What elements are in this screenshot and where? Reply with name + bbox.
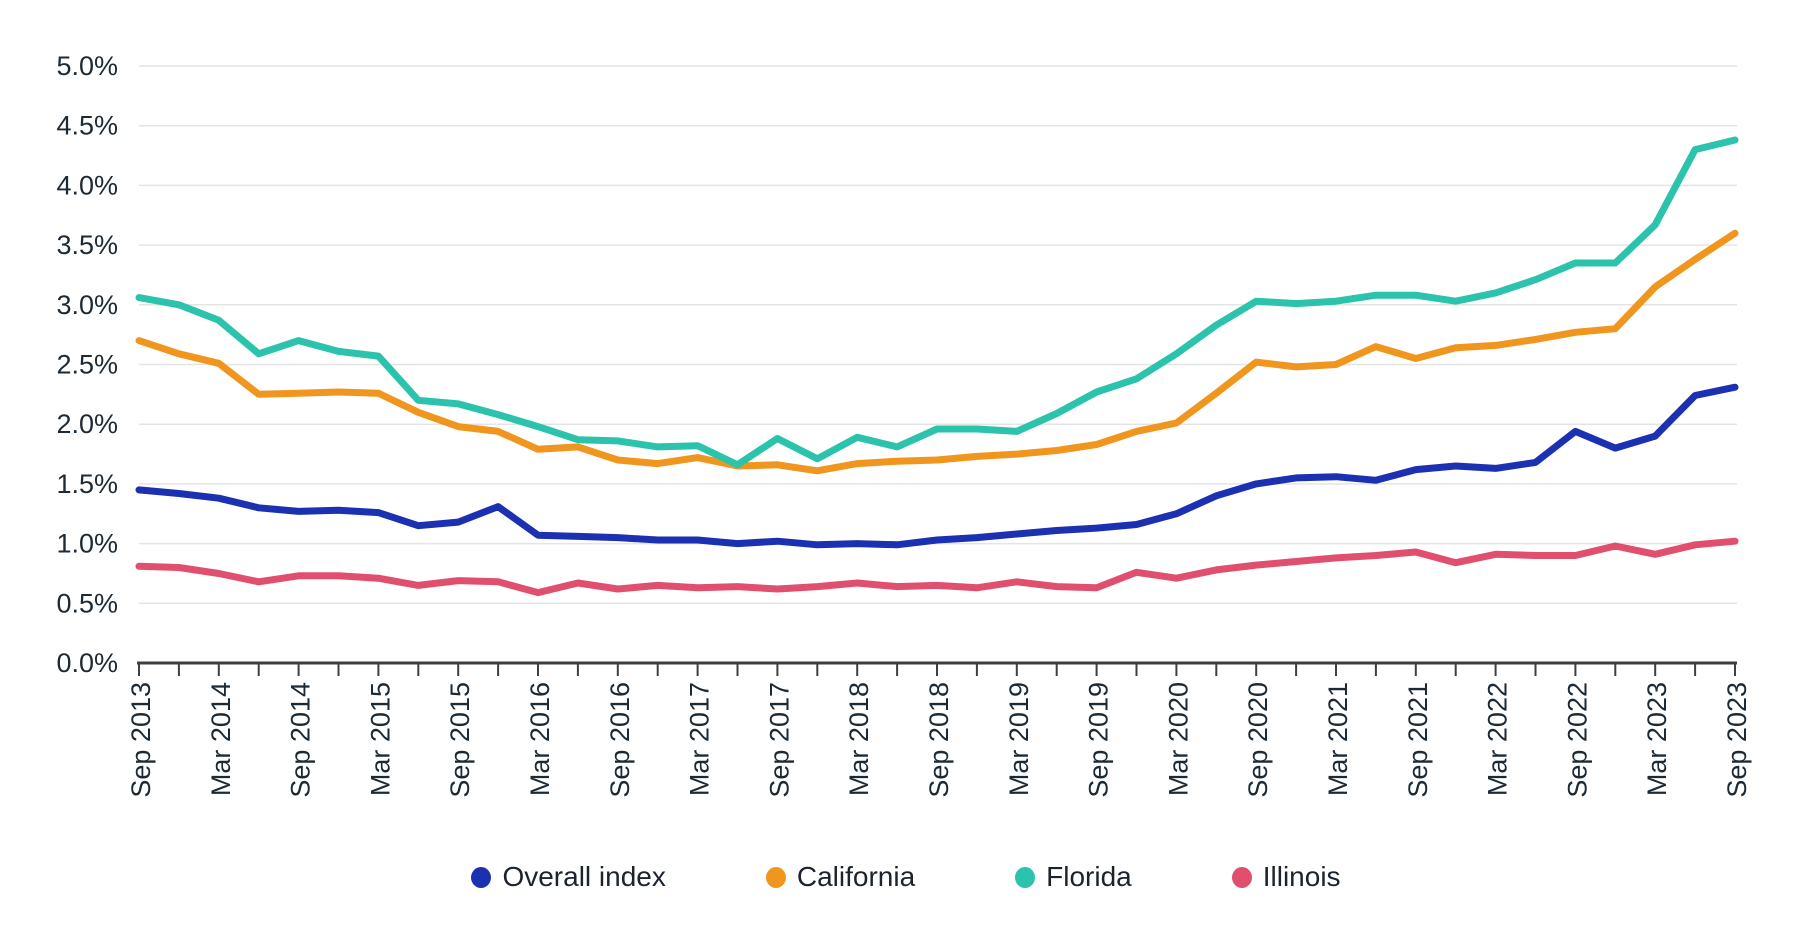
x-axis-tick-label: Mar 2014 <box>206 682 236 796</box>
series-line-illinois <box>135 537 1739 597</box>
x-axis-tick-label: Sep 2013 <box>126 682 156 798</box>
legend-item-california: California <box>765 861 916 892</box>
x-axis-tick-label: Sep 2021 <box>1403 682 1433 798</box>
legend-item-overall-index: Overall index <box>471 861 666 892</box>
california-swatch-icon <box>765 866 786 888</box>
legend-label-california: California <box>796 861 916 892</box>
x-axis-tick-label: Sep 2020 <box>1243 682 1273 798</box>
y-axis-tick-label: 1.0% <box>56 529 118 559</box>
florida-swatch-icon <box>1015 866 1036 888</box>
y-axis-tick-label: 3.0% <box>56 290 118 320</box>
line-chart-svg: 0.0% 0.5% 1.0% 1.5% 2.0% 2.5% 3.0% 3.5% 4.0% 4.5%… <box>56 51 1752 798</box>
x-axis-tick-label: Sep 2023 <box>1722 682 1752 798</box>
overall-index-swatch-icon <box>471 866 492 888</box>
y-axis-tick-label: 4.0% <box>56 170 118 200</box>
x-axis-tick-label: Sep 2019 <box>1084 682 1114 798</box>
x-axis-tick-label: Mar 2015 <box>365 682 395 796</box>
series-line-california <box>135 229 1739 475</box>
x-axis-tick-label: Mar 2023 <box>1642 682 1672 796</box>
x-axis-tick-label: Sep 2022 <box>1562 682 1592 798</box>
y-axis-tick-label: 2.0% <box>56 409 118 439</box>
x-axis-tick-label: Mar 2021 <box>1323 682 1353 796</box>
x-axis-tick-label: Sep 2016 <box>605 682 635 798</box>
chart-legend: Overall index California Florida Illinoi… <box>0 853 1812 901</box>
illinois-swatch-icon <box>1231 866 1252 888</box>
series-line-overall-index <box>135 383 1739 549</box>
y-axis-tick-label: 1.5% <box>56 469 118 499</box>
legend-label-overall-index: Overall index <box>502 861 666 892</box>
x-axis-tick-label: Mar 2019 <box>1004 682 1034 796</box>
y-axis-tick-label: 3.5% <box>56 230 118 260</box>
y-axis-tick-label: 0.5% <box>56 588 118 618</box>
x-axis-tick-label: Mar 2022 <box>1483 682 1513 796</box>
x-axis-tick-label: Sep 2018 <box>924 682 954 798</box>
x-axis-tick-label: Sep 2015 <box>445 682 475 798</box>
x-axis-tick-label: Mar 2020 <box>1163 682 1193 796</box>
x-axis-tick-label: Sep 2017 <box>764 682 794 798</box>
x-axis-tick-label: Mar 2016 <box>525 682 555 796</box>
x-axis-tick-label: Sep 2014 <box>286 682 316 798</box>
y-axis-tick-label: 2.5% <box>56 350 118 380</box>
y-axis-tick-label: 0.0% <box>56 648 118 678</box>
x-axis-tick-label: Mar 2017 <box>685 682 715 796</box>
legend-label-florida: Florida <box>1046 861 1132 892</box>
legend-item-illinois: Illinois <box>1231 861 1341 892</box>
legend-item-florida: Florida <box>1015 863 1132 891</box>
y-axis-tick-label: 5.0% <box>56 51 118 81</box>
y-axis-tick-label: 4.5% <box>56 111 118 141</box>
x-axis-tick-label: Mar 2018 <box>844 682 874 796</box>
series-line-florida <box>135 136 1739 469</box>
legend-label-illinois: Illinois <box>1262 861 1341 892</box>
